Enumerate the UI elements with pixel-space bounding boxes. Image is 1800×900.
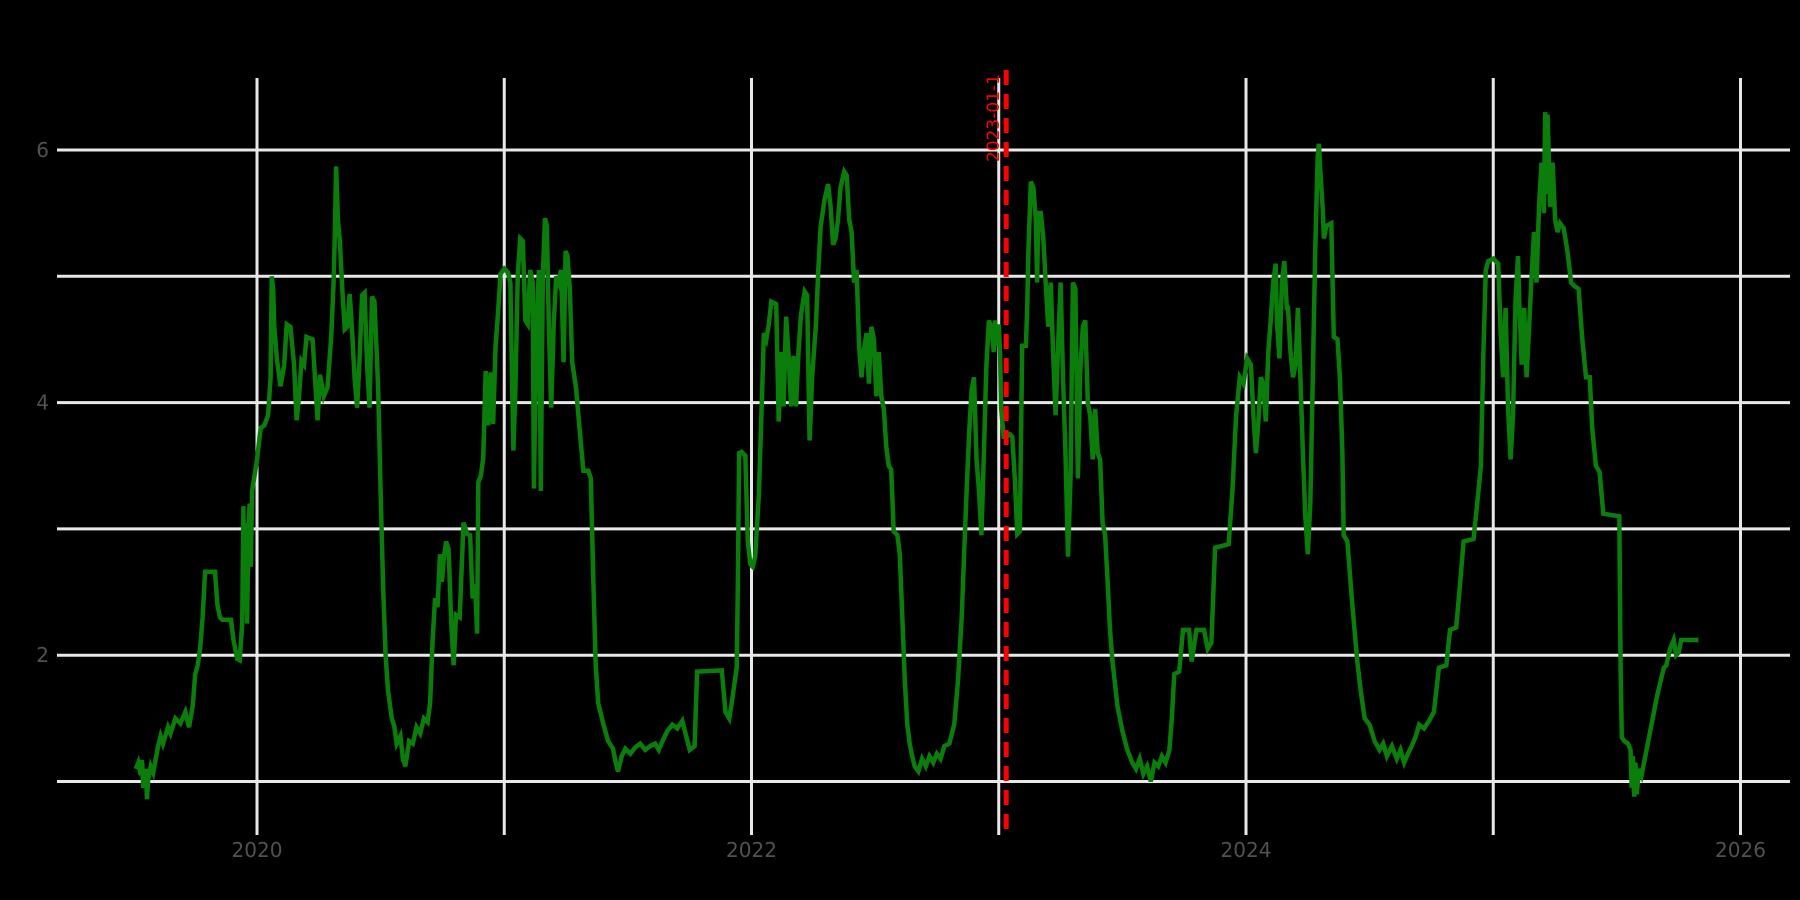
forecast-split-marker-group: 2023-01-1	[984, 70, 1009, 835]
series-line-group	[133, 112, 1699, 800]
x-tick-label: 2024	[1221, 838, 1272, 862]
x-axis-tick-labels: 2020 2022 2024 2026	[232, 838, 1766, 862]
x-tick-label: 2022	[726, 838, 777, 862]
y-tick-label: 2	[36, 643, 49, 667]
x-tick-label: 2026	[1715, 838, 1766, 862]
forecast-split-label: 2023-01-1	[984, 74, 1004, 162]
horizontal-gridlines	[57, 148, 1790, 783]
vertical-gridlines	[255, 78, 1742, 835]
series-line	[133, 112, 1699, 800]
y-tick-label: 4	[36, 391, 49, 415]
y-tick-label: 6	[36, 138, 49, 162]
y-axis-tick-labels: 2 4 6	[36, 138, 49, 667]
x-tick-label: 2020	[232, 838, 283, 862]
